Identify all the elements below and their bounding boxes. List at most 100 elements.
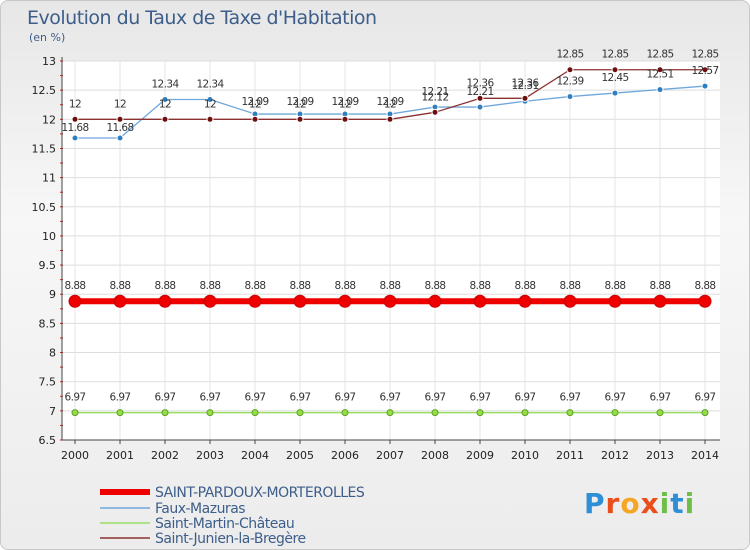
data-point: [296, 115, 304, 123]
legend-entry: Saint-Martin-Château: [155, 516, 294, 532]
data-point: [521, 409, 529, 417]
y-tick-label: 7: [49, 405, 56, 418]
data-point: [251, 409, 259, 417]
data-point: [116, 134, 124, 142]
data-label: 12.09: [286, 96, 313, 108]
data-label: 8.88: [65, 280, 86, 292]
data-point: [206, 95, 214, 103]
data-label: 6.97: [560, 392, 581, 404]
data-label: 8.88: [515, 280, 536, 292]
data-label: 12.31: [511, 80, 538, 92]
y-tick-label: 13: [42, 55, 56, 68]
data-point: [68, 294, 82, 308]
data-label: 12.39: [556, 76, 583, 88]
data-label: 12.09: [376, 96, 403, 108]
legend-entry: Faux-Mazuras: [155, 501, 245, 517]
data-point: [158, 294, 172, 308]
data-point: [608, 294, 622, 308]
data-point: [71, 115, 79, 123]
proxiti-logo: Proxiti: [584, 487, 696, 520]
data-point: [161, 409, 169, 417]
data-label: 12.57: [691, 65, 718, 77]
data-point: [698, 294, 712, 308]
data-point: [341, 115, 349, 123]
data-point: [383, 294, 397, 308]
data-point: [203, 294, 217, 308]
data-point: [521, 94, 529, 102]
data-label: 12.36: [466, 77, 494, 89]
data-label: 11.68: [61, 122, 88, 134]
x-tick-label: 2001: [106, 449, 134, 462]
data-label: 12: [204, 98, 216, 110]
data-point: [656, 86, 664, 94]
data-label: 6.97: [290, 392, 311, 404]
data-label: 8.88: [335, 280, 356, 292]
data-label: 12.09: [241, 96, 268, 108]
data-label: 12: [384, 98, 396, 110]
x-tick-label: 2011: [556, 449, 584, 462]
x-tick-label: 2000: [61, 449, 89, 462]
data-point: [476, 103, 484, 111]
data-point: [473, 294, 487, 308]
data-label: 12.45: [601, 72, 628, 84]
data-point: [116, 115, 124, 123]
data-point: [611, 66, 619, 74]
data-point: [476, 409, 484, 417]
data-point: [248, 294, 262, 308]
data-point: [386, 115, 394, 123]
y-tick-label: 11: [42, 172, 56, 185]
y-tick-label: 12: [42, 113, 56, 126]
data-point: [476, 94, 484, 102]
y-tick-label: 11.5: [32, 142, 57, 155]
data-label: 12.34: [196, 78, 224, 90]
data-point: [296, 409, 304, 417]
data-label: 8.88: [695, 280, 716, 292]
data-label: 12: [249, 98, 261, 110]
data-point: [71, 409, 79, 417]
data-label: 8.88: [110, 280, 131, 292]
y-tick-label: 9: [49, 288, 56, 301]
data-label: 6.97: [470, 392, 491, 404]
data-point: [161, 115, 169, 123]
data-label: 6.97: [380, 392, 401, 404]
y-axis-unit: (en %): [29, 31, 66, 44]
data-label: 12.21: [421, 86, 448, 98]
data-label: 6.97: [650, 392, 671, 404]
data-point: [611, 409, 619, 417]
data-label: 12.36: [511, 77, 539, 89]
data-label: 6.97: [425, 392, 446, 404]
data-label: 12.85: [691, 49, 718, 61]
plot-area: [62, 61, 720, 440]
x-tick-label: 2006: [331, 449, 359, 462]
data-label: 12.09: [331, 96, 358, 108]
data-label: 12: [159, 98, 171, 110]
data-point: [431, 108, 439, 116]
data-label: 6.97: [65, 392, 86, 404]
data-point: [518, 294, 532, 308]
data-point: [338, 294, 352, 308]
data-label: 6.97: [695, 392, 716, 404]
data-point: [656, 66, 664, 74]
x-tick-label: 2003: [196, 449, 224, 462]
y-tick-label: 10.5: [32, 201, 57, 214]
data-label: 12.85: [646, 49, 673, 61]
data-point: [206, 409, 214, 417]
data-label: 6.97: [605, 392, 626, 404]
data-point: [701, 66, 709, 74]
data-point: [206, 115, 214, 123]
data-point: [431, 409, 439, 417]
data-label: 12: [339, 98, 351, 110]
data-label: 6.97: [110, 392, 131, 404]
data-label: 8.88: [560, 280, 581, 292]
data-label: 6.97: [515, 392, 536, 404]
data-point: [116, 409, 124, 417]
data-point: [566, 66, 574, 74]
data-point: [701, 82, 709, 90]
data-point: [113, 294, 127, 308]
data-label: 8.88: [200, 280, 221, 292]
data-label: 6.97: [200, 392, 221, 404]
data-label: 12.85: [556, 49, 583, 61]
data-label: 12: [114, 98, 126, 110]
x-tick-label: 2014: [691, 449, 719, 462]
